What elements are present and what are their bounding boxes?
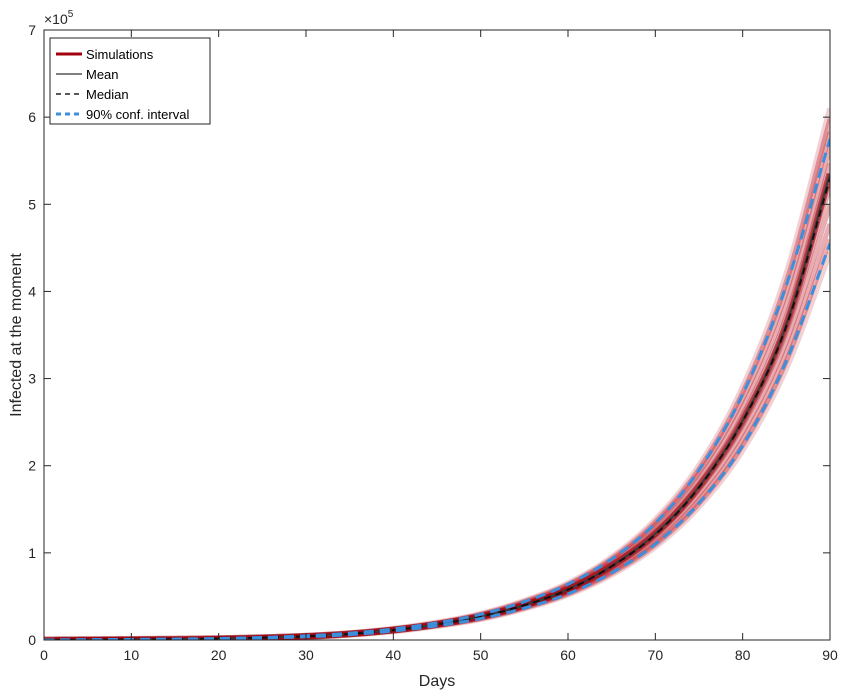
x-tick-label: 10: [124, 647, 140, 663]
plot-area-frame: [43, 29, 831, 641]
x-tick-label: 60: [560, 647, 576, 663]
y-tick-label: 1: [28, 545, 36, 561]
simulation-trajectory-7: [44, 162, 830, 640]
simulation-trajectory-4: [44, 204, 830, 640]
x-axis-label: Days: [419, 673, 455, 690]
y-multiplier-exponent: 5: [68, 9, 74, 20]
simulation-trajectory-6: [44, 173, 830, 640]
legend-label-2: Mean: [86, 67, 119, 82]
y-tick-label: 3: [28, 371, 36, 387]
simulation-trajectory-3: [44, 223, 830, 640]
tick-layer: 0 10 20 30 40 50 60 70 80 90 0 1 2 3 4 5 6 7: [28, 22, 838, 663]
series-line-layer: [44, 138, 830, 640]
x-tick-label: 40: [386, 647, 402, 663]
y-tick-label: 7: [28, 22, 36, 38]
simulation-trajectory-9: [44, 131, 830, 640]
simulations-band-layer: [44, 107, 830, 640]
simulations-core-line: [44, 172, 830, 640]
x-tick-label: 80: [735, 647, 751, 663]
simulation-trajectory-11: [44, 107, 830, 640]
y-multiplier-label: ×105: [44, 9, 74, 27]
simulation-trajectory-8: [44, 146, 830, 640]
y-axis-label: Infected at the moment: [8, 253, 25, 417]
legend-label-1: Simulations: [86, 47, 154, 62]
y-tick-label: 6: [28, 109, 36, 125]
legend: Simulations Mean Median 90% conf. interval: [49, 37, 211, 125]
x-tick-label: 90: [822, 647, 838, 663]
y-tick-label: 4: [28, 283, 36, 299]
x-tick-label: 20: [211, 647, 227, 663]
y-tick-label: 0: [28, 632, 36, 648]
legend-label-4: 90% conf. interval: [86, 107, 189, 122]
mean-line: [44, 173, 830, 640]
x-tick-label: 30: [298, 647, 314, 663]
legend-label-3: Median: [86, 87, 129, 102]
x-tick-label: 50: [473, 647, 489, 663]
simulation-trajectory-10: [44, 118, 830, 640]
y-tick-label: 5: [28, 196, 36, 212]
y-tick-label: 2: [28, 458, 36, 474]
median-line: [44, 177, 830, 640]
simulation-trajectory-5: [44, 185, 830, 640]
x-tick-label: 0: [40, 647, 48, 663]
x-tick-label: 70: [648, 647, 664, 663]
legend-box: [49, 37, 211, 125]
y-multiplier-base: ×10: [44, 11, 68, 27]
ci-upper-line: [44, 138, 830, 640]
